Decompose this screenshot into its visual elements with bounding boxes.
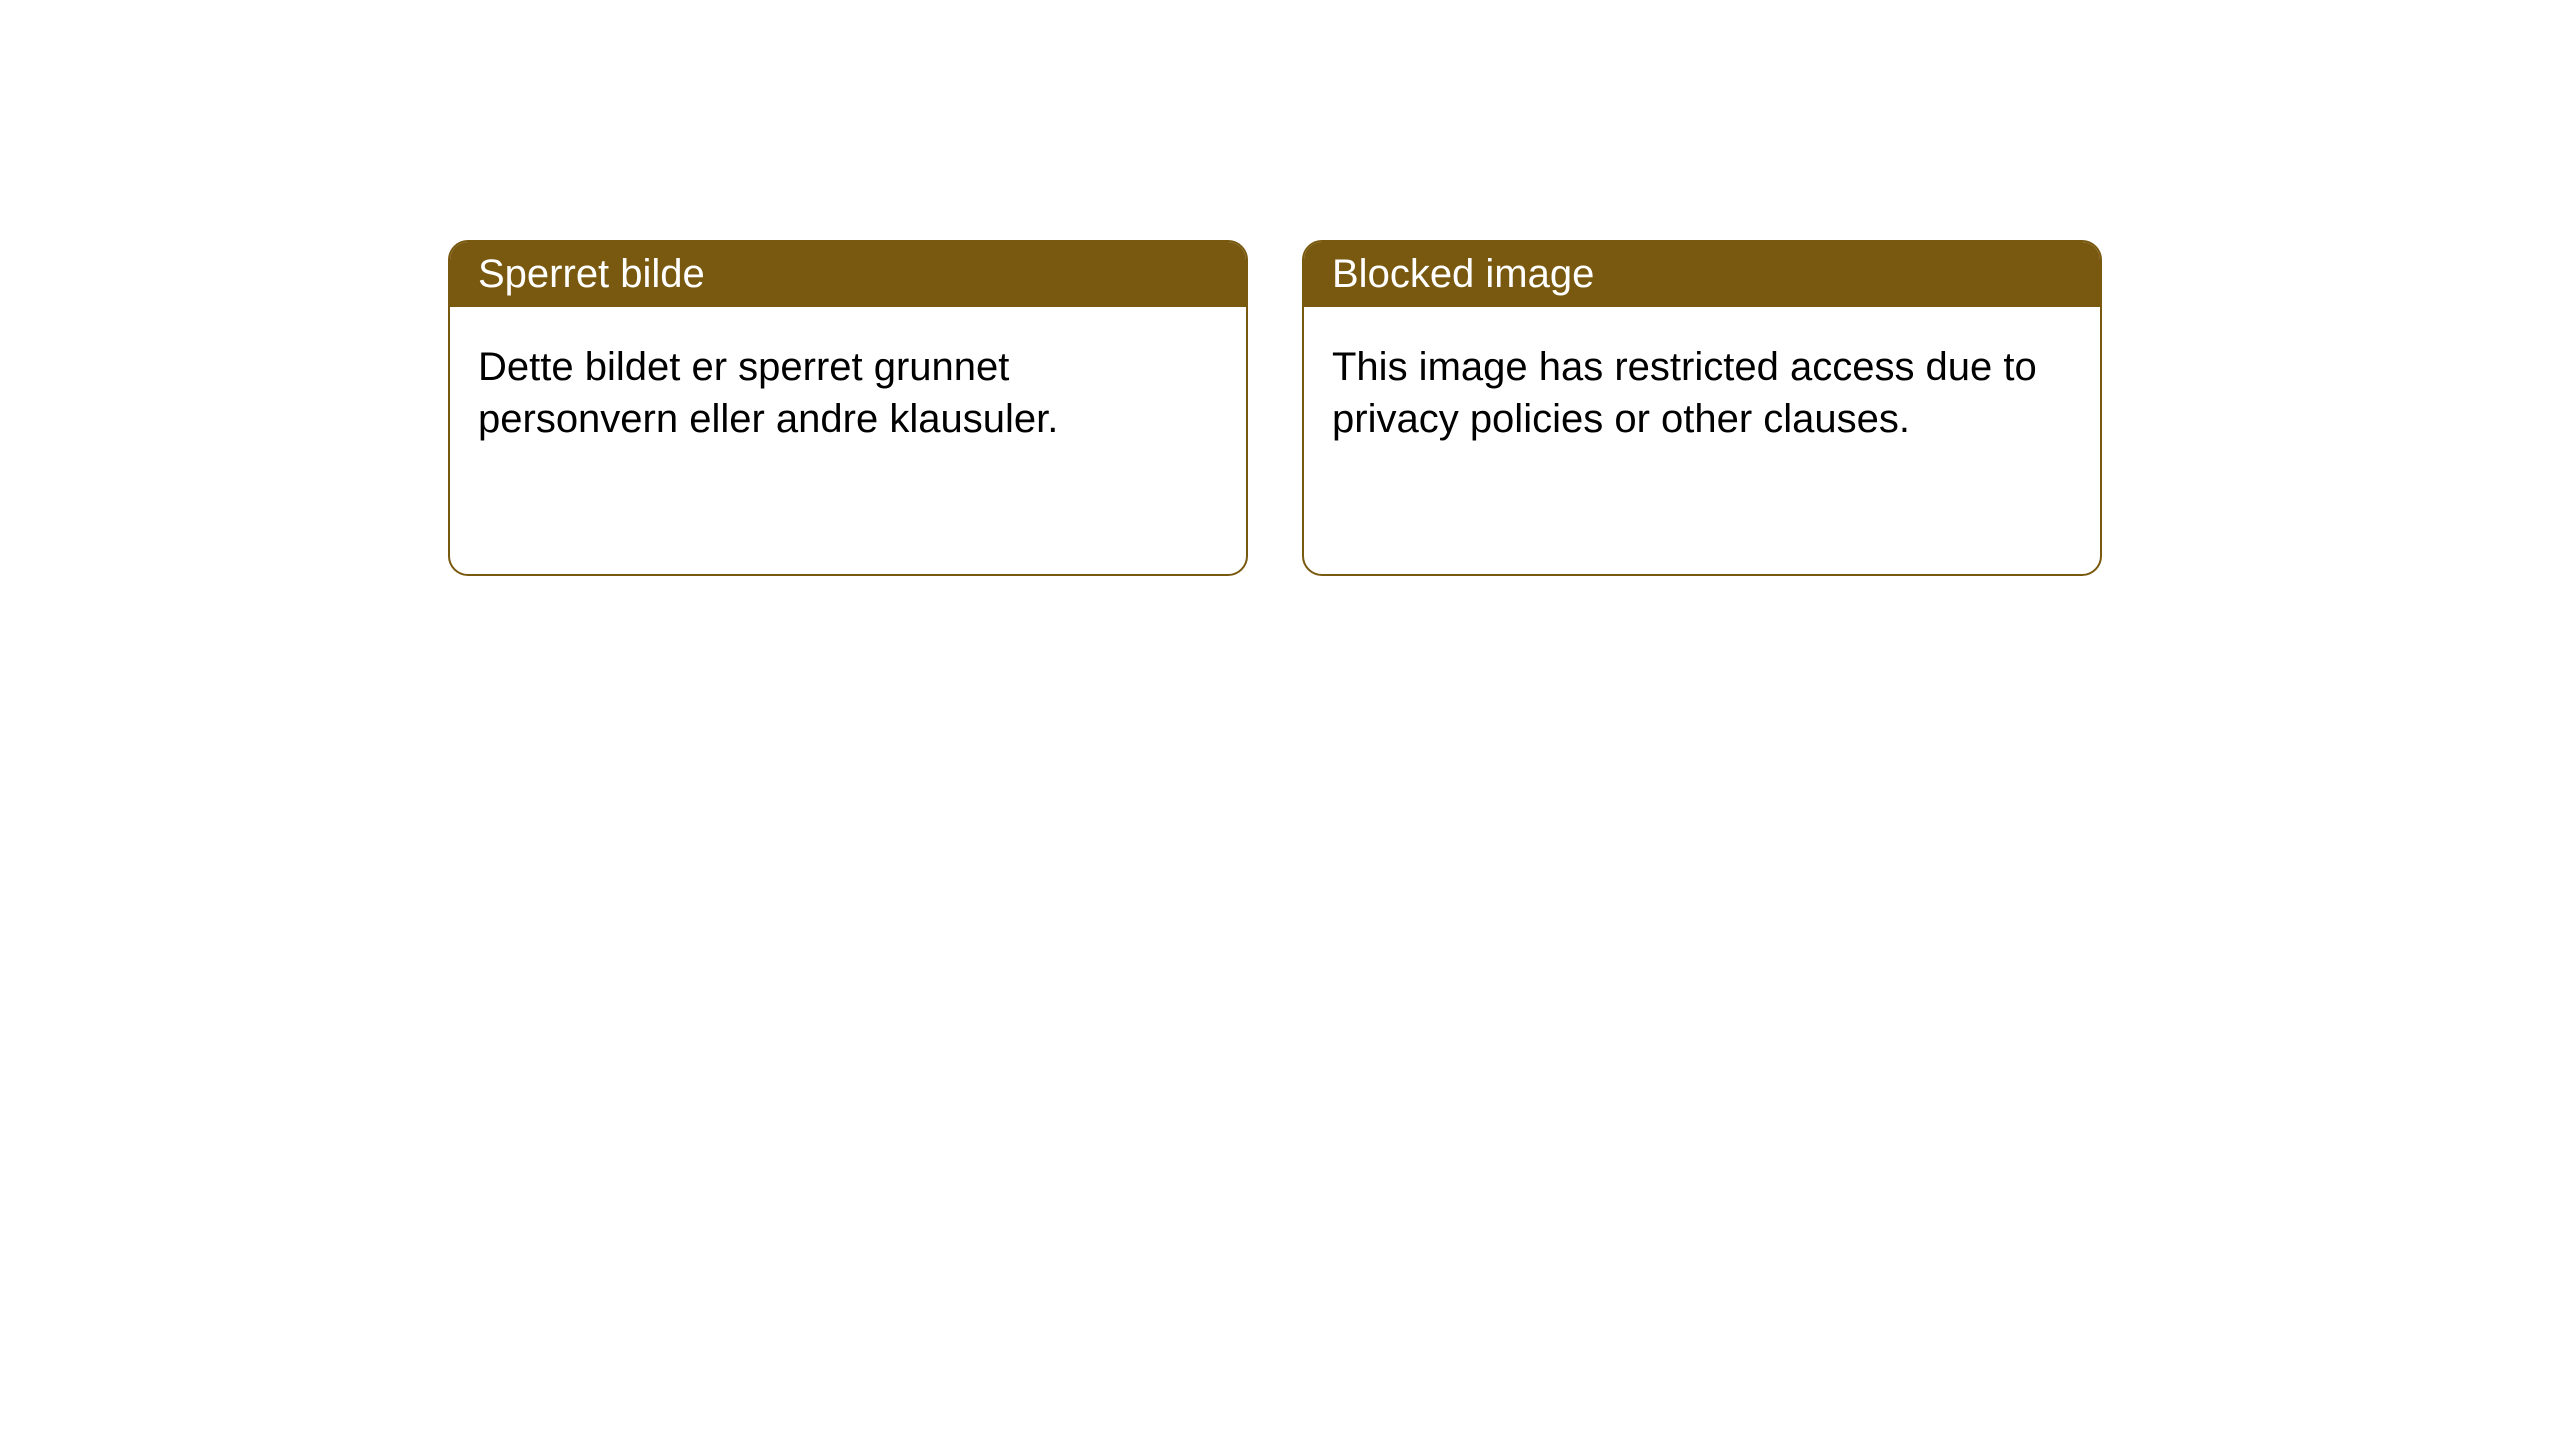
card-title: Sperret bilde [478, 252, 705, 296]
card-message: This image has restricted access due to … [1332, 345, 2037, 441]
card-header: Sperret bilde [450, 242, 1246, 307]
card-title: Blocked image [1332, 252, 1594, 296]
notice-container: Sperret bilde Dette bildet er sperret gr… [0, 0, 2560, 576]
blocked-image-card-no: Sperret bilde Dette bildet er sperret gr… [448, 240, 1248, 576]
card-header: Blocked image [1304, 242, 2100, 307]
card-body: This image has restricted access due to … [1304, 307, 2100, 479]
card-message: Dette bildet er sperret grunnet personve… [478, 345, 1058, 441]
blocked-image-card-en: Blocked image This image has restricted … [1302, 240, 2102, 576]
card-body: Dette bildet er sperret grunnet personve… [450, 307, 1246, 479]
